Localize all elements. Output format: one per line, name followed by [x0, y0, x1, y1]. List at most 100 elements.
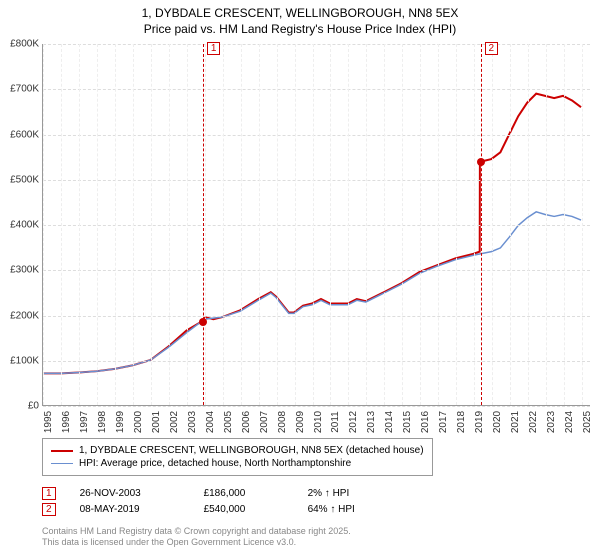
x-gridline [456, 44, 457, 405]
x-gridline [330, 44, 331, 405]
legend-label: 1, DYBDALE CRESCENT, WELLINGBOROUGH, NN8… [79, 445, 424, 456]
chart-title: 1, DYBDALE CRESCENT, WELLINGBOROUGH, NN8… [0, 0, 600, 39]
x-gridline [582, 44, 583, 405]
x-gridline [474, 44, 475, 405]
y-tick-label: £200K [1, 310, 39, 321]
y-gridline [43, 44, 590, 45]
marker-dot [477, 158, 485, 166]
x-gridline [492, 44, 493, 405]
x-tick-label: 1998 [97, 411, 108, 433]
y-gridline [43, 361, 590, 362]
y-gridline [43, 135, 590, 136]
x-tick-label: 2006 [241, 411, 252, 433]
x-gridline [402, 44, 403, 405]
event-delta: 2% ↑ HPI [308, 488, 388, 499]
legend-item: HPI: Average price, detached house, Nort… [51, 458, 424, 469]
x-gridline [133, 44, 134, 405]
x-tick-label: 2020 [492, 411, 503, 433]
y-tick-label: £800K [1, 39, 39, 50]
events-table: 126-NOV-2003£186,0002% ↑ HPI208-MAY-2019… [42, 484, 388, 519]
x-gridline [169, 44, 170, 405]
x-gridline [295, 44, 296, 405]
x-gridline [205, 44, 206, 405]
marker-dot [199, 318, 207, 326]
x-tick-label: 2002 [169, 411, 180, 433]
x-tick-label: 2016 [420, 411, 431, 433]
event-date: 08-MAY-2019 [80, 504, 180, 515]
x-gridline [97, 44, 98, 405]
y-gridline [43, 180, 590, 181]
y-tick-label: £600K [1, 129, 39, 140]
event-row: 208-MAY-2019£540,00064% ↑ HPI [42, 503, 388, 516]
legend-label: HPI: Average price, detached house, Nort… [79, 458, 351, 469]
x-gridline [546, 44, 547, 405]
y-gridline [43, 406, 590, 407]
y-tick-label: £0 [1, 401, 39, 412]
marker-line [203, 44, 204, 405]
footer: Contains HM Land Registry data © Crown c… [42, 526, 351, 548]
x-tick-label: 2014 [384, 411, 395, 433]
x-gridline [438, 44, 439, 405]
x-gridline [420, 44, 421, 405]
x-tick-label: 2013 [366, 411, 377, 433]
x-tick-label: 2007 [259, 411, 270, 433]
marker-label: 1 [207, 42, 221, 55]
x-tick-label: 2018 [456, 411, 467, 433]
x-tick-label: 2010 [313, 411, 324, 433]
x-tick-label: 2001 [151, 411, 162, 433]
x-gridline [384, 44, 385, 405]
y-gridline [43, 225, 590, 226]
x-gridline [277, 44, 278, 405]
x-tick-label: 2003 [187, 411, 198, 433]
x-tick-label: 2000 [133, 411, 144, 433]
y-gridline [43, 270, 590, 271]
legend: 1, DYBDALE CRESCENT, WELLINGBOROUGH, NN8… [42, 438, 433, 476]
event-num: 1 [42, 487, 56, 500]
y-tick-label: £300K [1, 265, 39, 276]
y-gridline [43, 89, 590, 90]
x-tick-label: 1996 [61, 411, 72, 433]
footer-line1: Contains HM Land Registry data © Crown c… [42, 526, 351, 537]
y-tick-label: £700K [1, 84, 39, 95]
y-gridline [43, 316, 590, 317]
title-line2: Price paid vs. HM Land Registry's House … [0, 22, 600, 38]
y-tick-label: £400K [1, 220, 39, 231]
x-tick-label: 2019 [474, 411, 485, 433]
x-gridline [187, 44, 188, 405]
x-gridline [313, 44, 314, 405]
x-gridline [151, 44, 152, 405]
x-gridline [366, 44, 367, 405]
x-gridline [528, 44, 529, 405]
x-tick-label: 2009 [295, 411, 306, 433]
x-tick-label: 1999 [115, 411, 126, 433]
x-gridline [348, 44, 349, 405]
marker-line [481, 44, 482, 405]
footer-line2: This data is licensed under the Open Gov… [42, 537, 351, 548]
marker-label: 2 [485, 42, 499, 55]
x-gridline [241, 44, 242, 405]
x-tick-label: 2025 [582, 411, 593, 433]
x-gridline [510, 44, 511, 405]
x-tick-label: 2023 [546, 411, 557, 433]
x-tick-label: 2022 [528, 411, 539, 433]
x-tick-label: 2017 [438, 411, 449, 433]
event-price: £540,000 [204, 504, 284, 515]
x-gridline [223, 44, 224, 405]
x-tick-label: 2008 [277, 411, 288, 433]
title-line1: 1, DYBDALE CRESCENT, WELLINGBOROUGH, NN8… [0, 6, 600, 22]
x-tick-label: 2005 [223, 411, 234, 433]
event-date: 26-NOV-2003 [80, 488, 180, 499]
x-tick-label: 2015 [402, 411, 413, 433]
chart-plot-area: £0£100K£200K£300K£400K£500K£600K£700K£80… [42, 44, 590, 406]
x-tick-label: 2024 [564, 411, 575, 433]
x-tick-label: 1995 [43, 411, 54, 433]
event-price: £186,000 [204, 488, 284, 499]
x-gridline [61, 44, 62, 405]
legend-swatch [51, 450, 73, 452]
x-tick-label: 1997 [79, 411, 90, 433]
legend-swatch [51, 463, 73, 464]
x-gridline [79, 44, 80, 405]
x-tick-label: 2011 [330, 411, 341, 433]
x-gridline [564, 44, 565, 405]
x-tick-label: 2004 [205, 411, 216, 433]
